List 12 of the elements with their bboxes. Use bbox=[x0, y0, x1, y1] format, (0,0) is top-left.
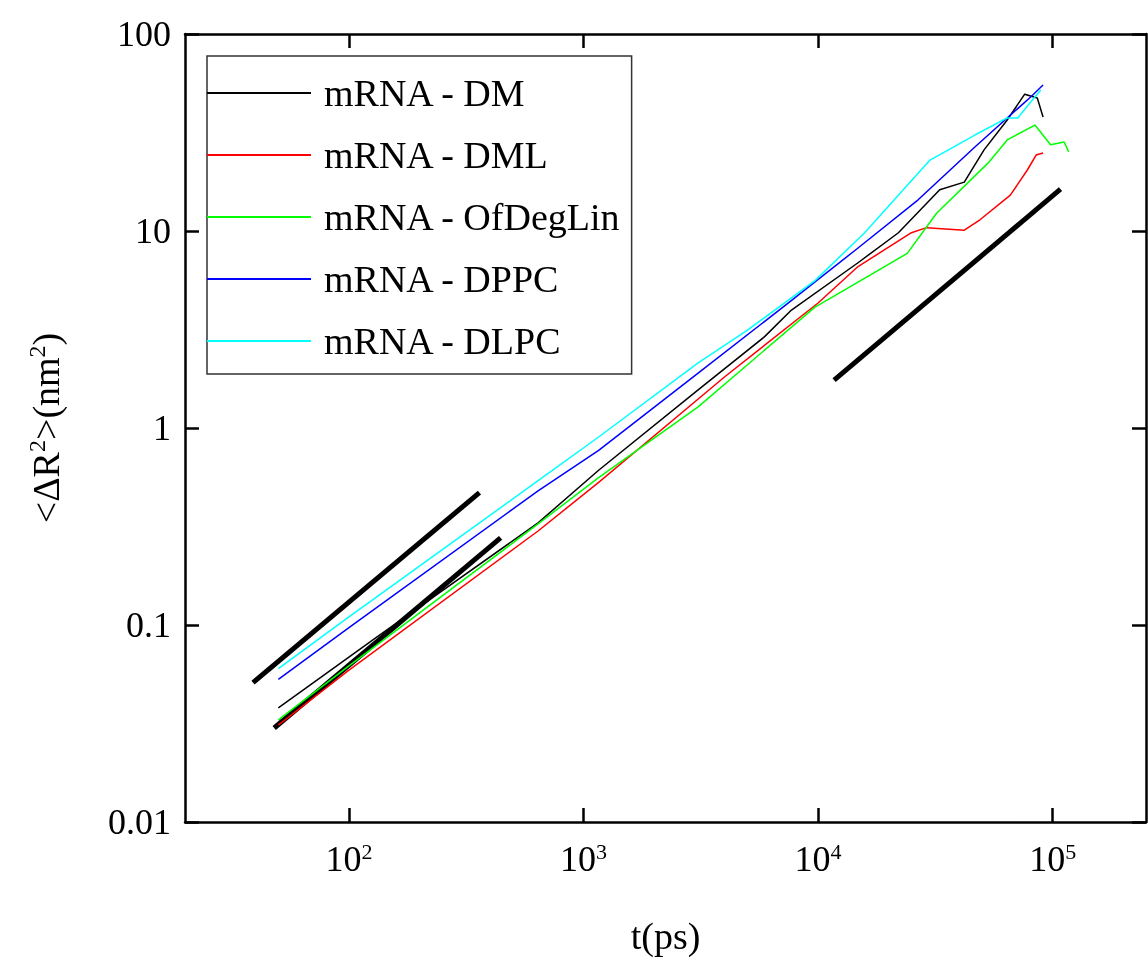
y-axis-title: <ΔR2>(nm2) bbox=[24, 332, 68, 524]
legend-label: mRNA - DML bbox=[324, 134, 548, 176]
y-tick-label: 10 bbox=[135, 211, 171, 251]
y-tick-label: 0.01 bbox=[108, 802, 171, 842]
legend-label: mRNA - DLPC bbox=[324, 320, 561, 362]
y-tick-label: 100 bbox=[117, 14, 171, 54]
y-tick-label: 0.1 bbox=[126, 605, 171, 645]
legend-label: mRNA - OfDegLin bbox=[324, 196, 620, 238]
legend-label: mRNA - DPPC bbox=[324, 258, 559, 300]
legend-label: mRNA - DM bbox=[324, 72, 525, 114]
y-tick-label: 1 bbox=[153, 408, 171, 448]
x-axis-title: t(ps) bbox=[630, 915, 701, 958]
